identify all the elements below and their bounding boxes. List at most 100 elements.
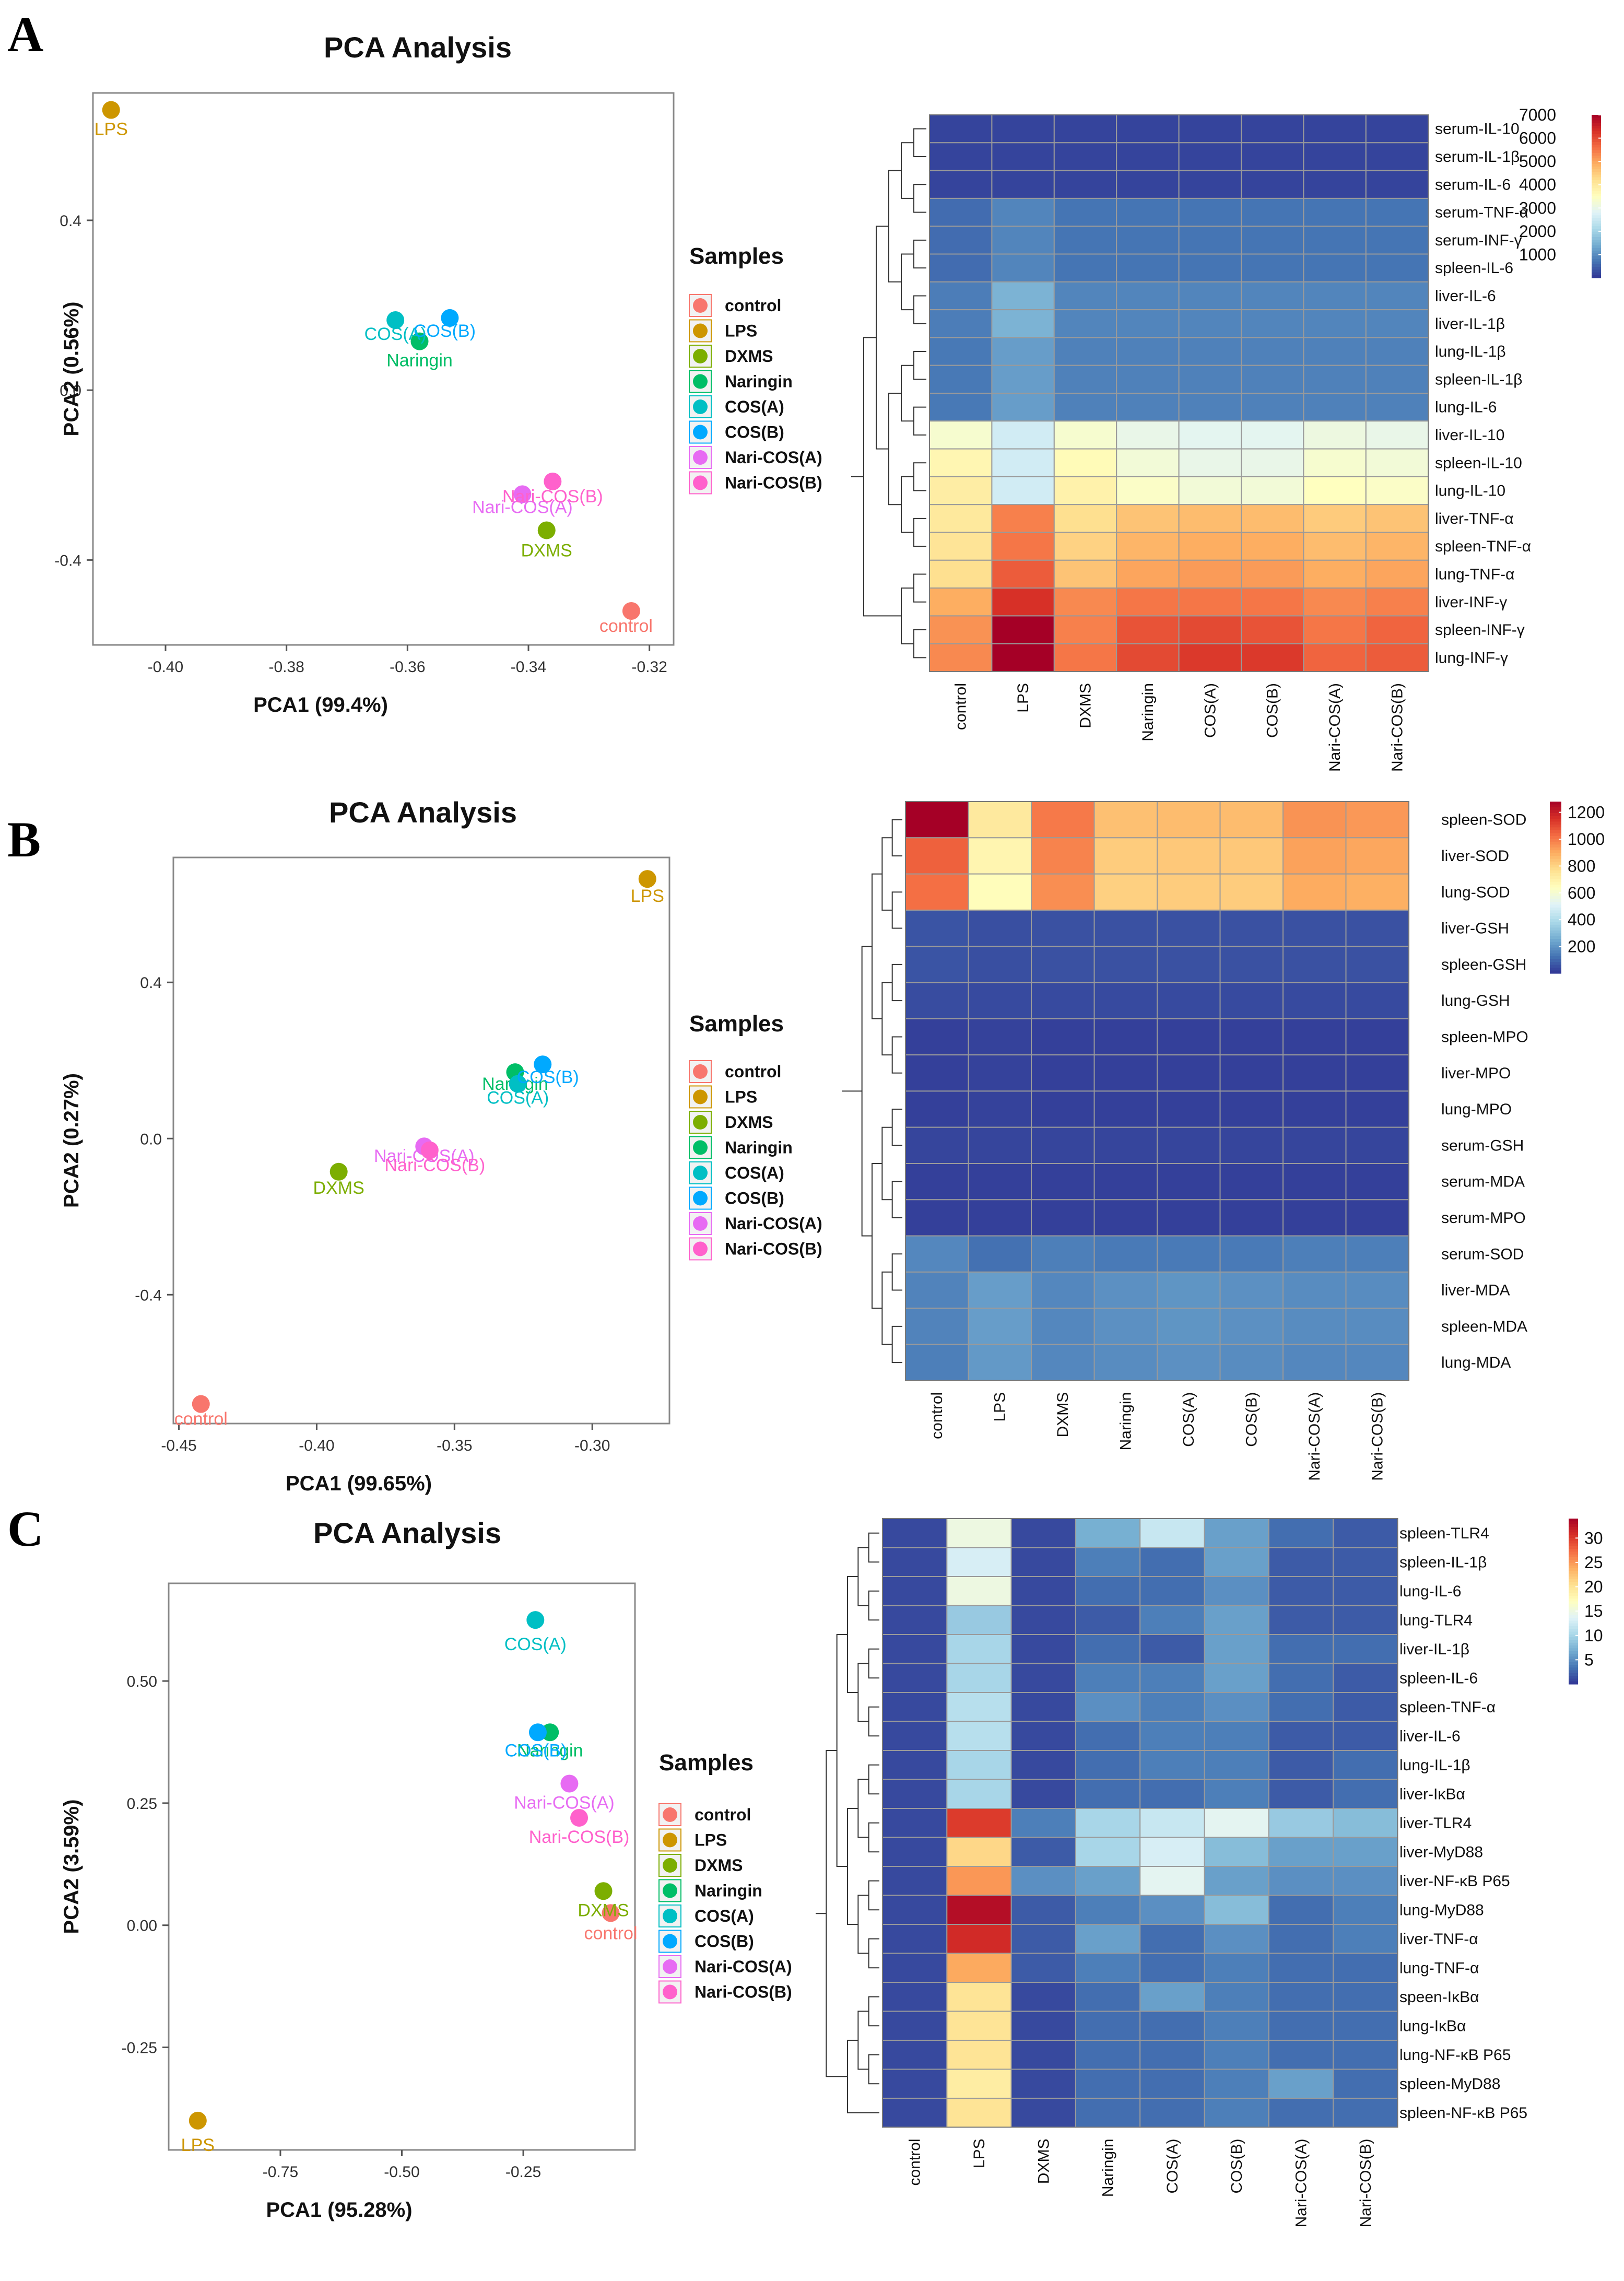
heatmap-cell <box>1157 909 1221 947</box>
legend-item: Naringin <box>725 372 793 391</box>
heatmap-row-label: liver-IL-6 <box>1399 1727 1461 1745</box>
heatmap-column-label: control <box>928 1392 946 1439</box>
heatmap-row-label: spleen-IL-6 <box>1399 1669 1478 1687</box>
heatmap-cell <box>1303 142 1367 171</box>
dendrogram-branch <box>857 1663 869 1722</box>
heatmap-row-label: liver-IL-1β <box>1435 315 1505 333</box>
colorbar-segment <box>1550 879 1561 883</box>
heatmap-cell <box>1139 2068 1205 2099</box>
heatmap-cell <box>1093 837 1158 875</box>
colorbar-segment <box>1550 870 1561 874</box>
colorbar-segment <box>1569 1615 1578 1618</box>
heatmap-row-label: serum-INF-γ <box>1435 232 1522 249</box>
heatmap-cell <box>1178 114 1242 144</box>
heatmap-row-label: lung-IL-10 <box>1435 483 1505 500</box>
heatmap-cell <box>1333 2098 1398 2128</box>
colorbar-segment <box>1569 1626 1578 1629</box>
data-point <box>192 1395 210 1413</box>
dendrogram-branch <box>891 963 902 1002</box>
data-point <box>441 309 459 327</box>
heatmap-row-label: spleen-GSH <box>1441 956 1526 973</box>
heatmap-cell <box>1365 197 1429 227</box>
point-label: LPS <box>95 120 128 139</box>
heatmap-cell <box>905 909 969 947</box>
heatmap-cell <box>929 226 993 255</box>
legend-item: DXMS <box>725 347 773 366</box>
dendrogram-branch <box>868 2054 879 2085</box>
heatmap-cell <box>1157 1344 1221 1381</box>
colorbar-segment <box>1592 117 1601 121</box>
colorbar-segment <box>1592 240 1601 243</box>
legend-item: DXMS <box>695 1856 743 1875</box>
colorbar-segment <box>1569 1629 1578 1632</box>
heatmap-cell <box>1303 587 1367 617</box>
colorbar-segment <box>1550 887 1561 891</box>
heatmap-column-label: Nari-COS(A) <box>1292 2139 1310 2228</box>
heatmap-cell <box>929 393 993 422</box>
heatmap-cell <box>1365 448 1429 477</box>
heatmap-cell <box>1053 337 1117 366</box>
dendrogram-branch <box>901 142 914 199</box>
heatmap-cell <box>1139 1518 1205 1548</box>
heatmap-cell <box>1075 1634 1141 1664</box>
dendrogram-branch <box>868 1822 879 1853</box>
y-tick-label: 0.0 <box>60 382 81 399</box>
heatmap-cell <box>991 643 1055 672</box>
colorbar-segment <box>1569 1532 1578 1536</box>
heatmap-cell <box>1282 1308 1347 1345</box>
heatmap-cell <box>968 946 1032 983</box>
heatmap-cell <box>946 1634 1012 1664</box>
legend-item: DXMS <box>725 1113 773 1132</box>
heatmap-cell <box>946 1837 1012 1867</box>
colorbar-segment <box>1550 924 1561 928</box>
heatmap-row-label: lung-IκBα <box>1399 2017 1466 2035</box>
heatmap-cell <box>1157 1126 1221 1164</box>
heatmap-cell <box>1365 142 1429 171</box>
heatmap-cell <box>1075 1895 1141 1925</box>
heatmap-cell <box>1241 587 1304 617</box>
colorbar-segment <box>1569 1665 1578 1668</box>
heatmap-cell <box>1241 615 1304 644</box>
colorbar-segment <box>1569 1678 1578 1682</box>
legend-item: Nari-COS(A) <box>725 1214 822 1233</box>
heatmap-row-label: speen-IκBα <box>1399 1989 1479 2006</box>
legend-marker <box>663 1934 677 1949</box>
heatmap-cell <box>1241 142 1304 171</box>
dendrogram-branch <box>913 462 926 491</box>
colorbar-segment <box>1550 933 1561 937</box>
heatmap-cell <box>929 142 993 171</box>
heatmap-cell <box>1333 2010 1398 2041</box>
heatmap-cell <box>1139 1750 1205 1780</box>
heatmap-row-label: liver-IL-1β <box>1399 1641 1469 1658</box>
heatmap-cell <box>929 559 993 589</box>
heatmap-cell <box>1303 559 1367 589</box>
colorbar-segment <box>1569 1659 1578 1663</box>
heatmap-column-label: control <box>907 2139 924 2186</box>
heatmap-cell <box>1157 1271 1221 1309</box>
heatmap-cell <box>991 559 1055 589</box>
heatmap-cell <box>946 1924 1012 1954</box>
heatmap-cell <box>1219 837 1284 875</box>
heatmap-cell <box>929 643 993 672</box>
heatmap-cell <box>1345 1054 1409 1092</box>
colorbar-segment <box>1592 204 1601 208</box>
heatmap-row-label: liver-IL-6 <box>1435 287 1496 304</box>
heatmap-cell <box>1365 559 1429 589</box>
heatmap-cell <box>1303 532 1367 561</box>
heatmap-row-label: liver-MyD88 <box>1399 1843 1483 1861</box>
heatmap-cell <box>946 1779 1012 1809</box>
heatmap-cell <box>929 337 993 366</box>
heatmap-cell <box>882 2098 948 2128</box>
legend-item: control <box>725 296 781 315</box>
colorbar-segment <box>1569 1554 1578 1558</box>
heatmap-border <box>882 1518 1398 2128</box>
dendrogram-branch <box>891 819 902 856</box>
heatmap-cell <box>1268 1837 1334 1867</box>
colorbar-segment <box>1550 807 1561 811</box>
heatmap-cell <box>968 1235 1032 1273</box>
heatmap-cell <box>1303 504 1367 533</box>
dendrogram-branch <box>901 253 914 311</box>
colorbar-tick-label: 1200 <box>1568 803 1605 822</box>
colorbar-segment <box>1550 936 1561 939</box>
legend-marker <box>693 1089 708 1104</box>
